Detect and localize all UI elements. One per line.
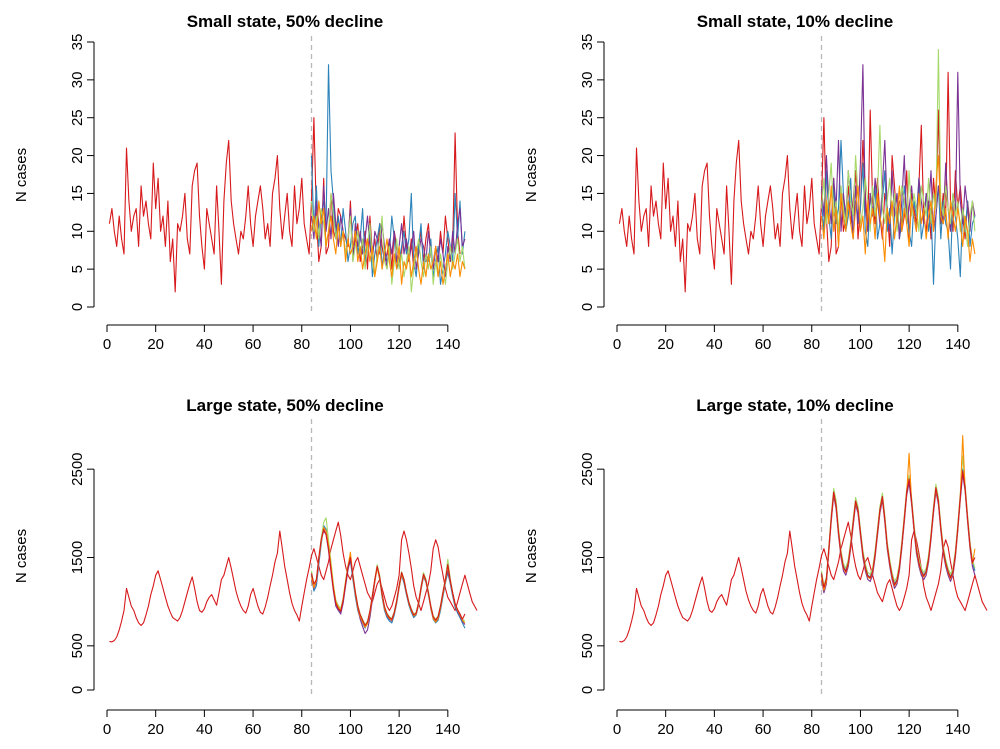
x-tick-label: 40 <box>706 721 723 738</box>
y-tick-label: 500 <box>69 633 86 658</box>
x-tick-label: 20 <box>147 721 164 738</box>
x-tick-label: 120 <box>387 336 412 353</box>
x-tick-label: 80 <box>293 336 310 353</box>
series-line <box>820 455 976 587</box>
series-line <box>310 528 466 627</box>
x-tick-label: 20 <box>657 721 674 738</box>
y-tick-label: 10 <box>579 223 596 240</box>
panel-title: Large state, 10% decline <box>696 396 893 415</box>
x-tick-label: 40 <box>196 336 213 353</box>
x-tick-label: 60 <box>245 336 262 353</box>
y-tick-label: 10 <box>69 223 86 240</box>
x-tick-label: 0 <box>613 721 621 738</box>
panel-title: Small state, 50% decline <box>187 12 384 31</box>
y-tick-label: 35 <box>579 34 596 51</box>
x-tick-label: 0 <box>103 721 111 738</box>
x-tick-label: 80 <box>293 721 310 738</box>
y-tick-label: 35 <box>69 34 86 51</box>
y-axis-label: N cases <box>523 148 540 202</box>
plot-area: 0 5 10 15 20 25 30 35 0 20 40 60 80 100 120 140 <box>579 34 976 353</box>
y-tick-label: 0 <box>69 686 86 694</box>
x-tick-label: 20 <box>147 336 164 353</box>
y-tick-label: 500 <box>579 633 596 658</box>
plot-area: 0 500 1500 2500 0 20 40 60 80 100 120 140 <box>579 419 988 738</box>
panel-small-50: Small state, 50% decline N cases 0 5 10 15 2… <box>13 12 466 353</box>
y-axis-label: N cases <box>13 148 30 202</box>
y-tick-label: 25 <box>579 109 596 126</box>
y-tick-label: 1500 <box>579 541 596 574</box>
series-line <box>618 71 971 293</box>
y-tick-label: 0 <box>579 686 596 694</box>
y-tick-label: 20 <box>69 147 86 164</box>
series-line <box>310 192 466 293</box>
x-tick-label: 100 <box>338 721 363 738</box>
x-tick-label: 80 <box>803 336 820 353</box>
x-tick-label: 60 <box>755 721 772 738</box>
y-tick-label: 15 <box>69 185 86 202</box>
y-tick-label: 5 <box>579 265 596 273</box>
x-tick-label: 40 <box>706 336 723 353</box>
y-tick-label: 0 <box>69 303 86 311</box>
y-axis-label: N cases <box>13 529 30 583</box>
x-tick-label: 60 <box>245 721 262 738</box>
x-tick-label: 80 <box>803 721 820 738</box>
x-tick-label: 120 <box>897 721 922 738</box>
series-line <box>310 525 466 629</box>
y-tick-label: 1500 <box>69 541 86 574</box>
x-tick-label: 140 <box>435 336 460 353</box>
x-tick-label: 120 <box>897 336 922 353</box>
y-tick-label: 30 <box>69 72 86 89</box>
series-line <box>619 521 988 643</box>
y-tick-label: 5 <box>69 265 86 273</box>
y-tick-label: 20 <box>579 147 596 164</box>
series-line <box>820 470 976 589</box>
x-tick-label: 60 <box>755 336 772 353</box>
y-tick-label: 0 <box>579 303 596 311</box>
x-tick-label: 100 <box>848 721 873 738</box>
panel-large-10: Large state, 10% decline N cases 0 500 150… <box>523 396 988 738</box>
plot-area: 0 5 10 15 20 25 30 35 0 20 40 60 80 100 120 140 <box>69 34 466 353</box>
x-tick-label: 20 <box>657 336 674 353</box>
x-tick-label: 0 <box>103 336 111 353</box>
plot-area: 0 500 1500 2500 0 20 40 60 80 100 120 140 <box>69 419 478 738</box>
y-tick-label: 25 <box>69 109 86 126</box>
series-line <box>109 521 478 643</box>
y-tick-label: 2500 <box>69 452 86 485</box>
y-axis-label: N cases <box>523 529 540 583</box>
x-tick-label: 120 <box>387 721 412 738</box>
x-tick-label: 140 <box>435 721 460 738</box>
x-tick-label: 40 <box>196 721 213 738</box>
x-tick-label: 100 <box>848 336 873 353</box>
series-line <box>820 155 976 263</box>
x-tick-label: 100 <box>338 336 363 353</box>
x-tick-label: 140 <box>945 721 970 738</box>
panel-title: Large state, 50% decline <box>186 396 383 415</box>
y-tick-label: 30 <box>579 72 596 89</box>
x-tick-label: 140 <box>945 336 970 353</box>
x-tick-label: 0 <box>613 336 621 353</box>
y-tick-label: 2500 <box>579 452 596 485</box>
panel-title: Small state, 10% decline <box>697 12 894 31</box>
panel-small-10: Small state, 10% decline N cases 0 5 10 15 2… <box>523 12 976 353</box>
series-line <box>310 526 466 628</box>
series-line <box>310 530 466 635</box>
panel-large-50: Large state, 50% decline N cases 0 500 150… <box>13 396 478 738</box>
series-line <box>310 200 466 285</box>
y-tick-label: 15 <box>579 185 596 202</box>
